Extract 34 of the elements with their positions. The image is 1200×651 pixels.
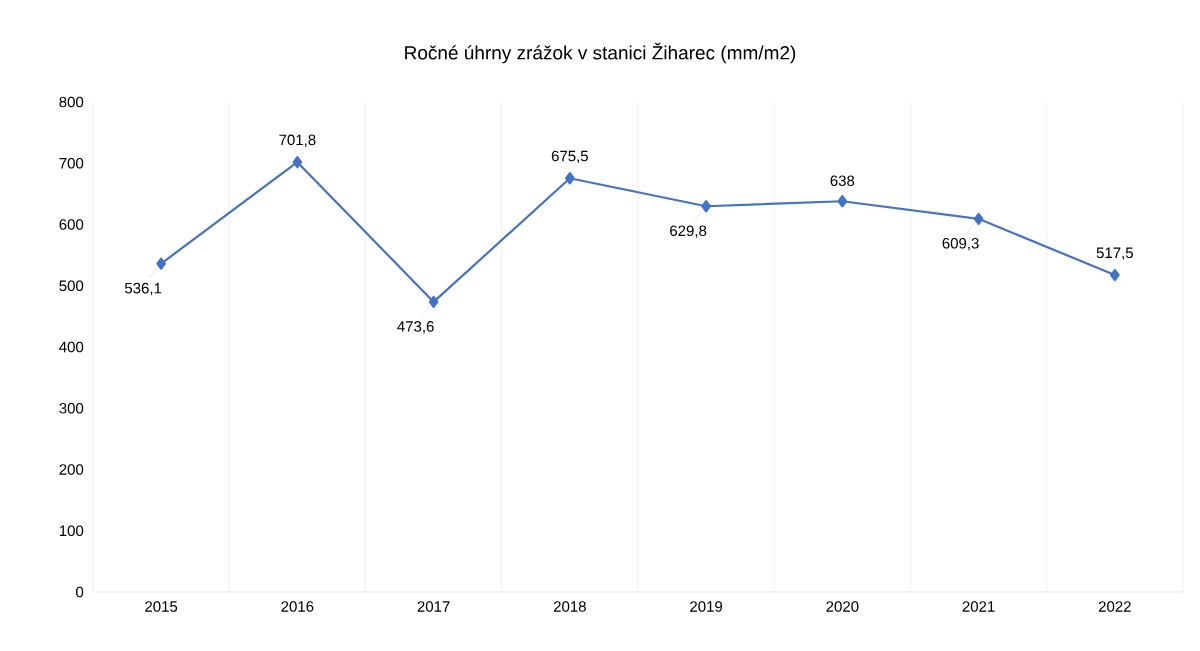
x-tick-label: 2018 [553,601,586,612]
y-tick-label: 600 [59,219,84,230]
point [565,172,575,185]
data-label: 638 [830,175,855,187]
data-label: 609,3 [942,238,979,251]
y-tick-label: 100 [59,525,84,537]
point [156,257,166,270]
point [292,156,303,169]
y-tick-label: 400 [59,341,84,353]
data-label: 701,8 [279,134,316,147]
y-tick-label: 200 [59,464,84,475]
y-tick-label: 300 [59,402,84,414]
data-label: 629,8 [670,225,707,238]
x-tick-label: 2022 [1098,601,1131,612]
point [837,195,848,208]
x-tick-label: 2015 [145,601,178,612]
x-tick-label: 2019 [690,601,723,612]
x-tick-label: 2017 [417,601,450,612]
y-tick-label: 700 [59,157,84,169]
y-tick-label: 0 [76,586,84,598]
point [701,200,711,213]
data-label: 473,6 [397,321,434,334]
data-label: 517,5 [1096,247,1133,260]
y-tick-label: 500 [59,280,84,292]
x-tick-label: 2021 [962,601,995,612]
x-tick-label: 2016 [281,601,314,612]
point [1110,268,1120,282]
point [973,212,984,225]
data-label: 675,5 [551,150,588,164]
x-tick-label: 2020 [826,601,859,612]
y-tick-label: 800 [59,96,84,108]
point [428,295,439,309]
data-label: 536,1 [124,282,162,296]
chart-title: Ročné úhrny zrážok v stanici Žiharec (mm/m2) [405,42,796,64]
